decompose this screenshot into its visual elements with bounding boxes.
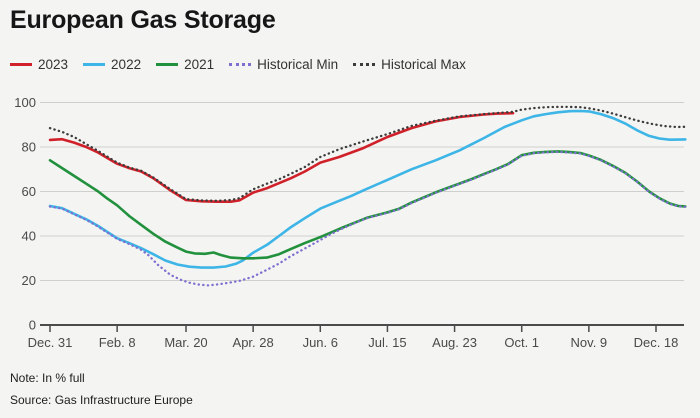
series-line-historical-min <box>48 150 687 287</box>
x-tick-label-aug.-23: Aug. 23 <box>432 335 477 350</box>
legend-swatch-historical-min <box>229 63 252 66</box>
legend-label: 2021 <box>184 57 215 72</box>
series-line-2022 <box>48 109 687 269</box>
legend-item-2021: 2021 <box>156 57 214 72</box>
legend-swatch-2022 <box>83 63 106 66</box>
x-tick-label-nov.-9: Nov. 9 <box>571 335 608 350</box>
y-axis-label-20: 20 <box>22 273 36 288</box>
series-line-2021 <box>48 150 687 260</box>
legend-swatch-historical-max <box>353 63 376 66</box>
chart-title: European Gas Storage <box>10 6 276 34</box>
x-tick-label-dec.-18: Dec. 18 <box>634 335 679 350</box>
x-tick-label-jun.-6: Jun. 6 <box>303 335 338 350</box>
legend-item-historical-max: Historical Max <box>353 57 466 72</box>
legend-label: Historical Max <box>381 57 466 72</box>
x-tick-label-jul.-15: Jul. 15 <box>368 335 406 350</box>
y-axis-label-0: 0 <box>29 318 36 333</box>
chart-source: Source: Gas Infrastructure Europe <box>10 393 193 407</box>
legend-item-2022: 2022 <box>83 57 141 72</box>
legend-label: 2023 <box>38 57 69 72</box>
series-line-historical-max <box>48 105 687 202</box>
legend-label: 2022 <box>111 57 142 72</box>
x-tick-label-mar.-20: Mar. 20 <box>164 335 207 350</box>
y-axis-label-80: 80 <box>22 140 36 155</box>
legend-swatch-2023 <box>10 63 32 66</box>
y-axis-label-100: 100 <box>14 95 36 110</box>
chart-note: Note: In % full <box>10 371 85 385</box>
legend-label: Historical Min <box>257 57 339 72</box>
y-axis-label-60: 60 <box>22 184 36 199</box>
legend-item-historical-min: Historical Min <box>229 57 338 72</box>
legend-swatch-2021 <box>156 63 179 66</box>
legend-item-2023: 2023 <box>10 57 68 72</box>
legend: 2023 2022 2021 Historical Min Historical Max <box>10 57 466 72</box>
x-tick-label-feb.-8: Feb. 8 <box>99 335 136 350</box>
y-axis-label-40: 40 <box>22 229 36 244</box>
x-tick-label-apr.-28: Apr. 28 <box>233 335 274 350</box>
x-tick-label-oct.-1: Oct. 1 <box>504 335 539 350</box>
x-tick-label-dec.-31: Dec. 31 <box>28 335 73 350</box>
